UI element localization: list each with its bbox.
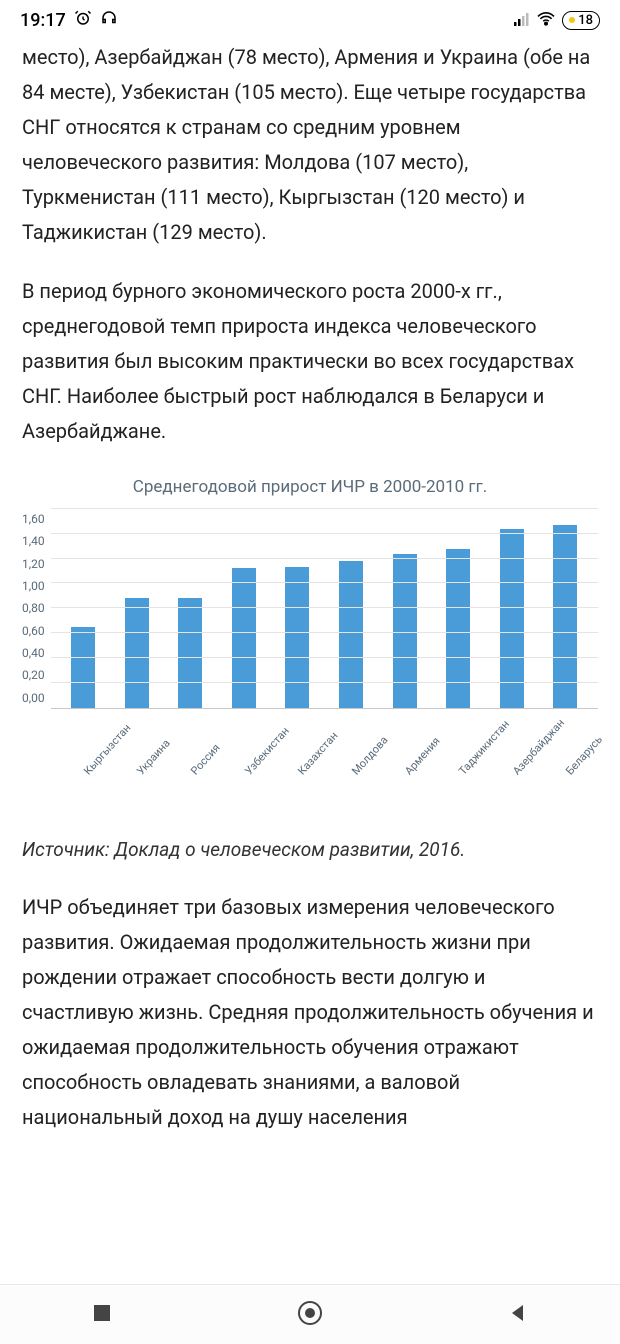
chart-plot: [51, 509, 598, 709]
bar-Узбекистан: [232, 568, 256, 707]
y-tick-label: 0,00: [22, 688, 45, 709]
wifi-icon: [536, 10, 556, 31]
y-tick-label: 1,40: [22, 531, 45, 552]
chart-title: Среднегодовой прирост ИЧР в 2000-2010 гг…: [22, 473, 598, 503]
chart-y-axis: 1,601,401,201,000,800,600,400,200,00: [22, 509, 51, 709]
bar-Кыргызстан: [71, 627, 95, 708]
alarm-icon: [74, 9, 92, 32]
bar-Армения: [393, 554, 417, 708]
status-left: 19:17: [20, 9, 118, 32]
gridline: [51, 533, 598, 534]
article-content: место), Азербайджан (78 место), Армения …: [0, 40, 620, 1135]
bar-Таджикистан: [446, 549, 470, 708]
x-tick-label: Украина: [132, 749, 194, 808]
y-tick-label: 1,60: [22, 509, 45, 530]
x-tick-label: Россия: [186, 749, 248, 808]
paragraph-3: ИЧР объединяет три базовых измерения чел…: [22, 890, 598, 1135]
battery-level: 18: [578, 13, 593, 28]
status-right: 18: [514, 10, 600, 31]
bar-Украина: [125, 598, 149, 707]
gridline: [51, 657, 598, 658]
bar-Россия: [178, 598, 202, 707]
gridline: [51, 682, 598, 683]
x-tick-label: Беларусь: [561, 749, 620, 808]
content-fade: [0, 1254, 620, 1284]
system-nav-bar: [0, 1284, 620, 1344]
recent-apps-button[interactable]: [92, 1303, 112, 1327]
y-tick-label: 1,00: [22, 576, 45, 597]
y-tick-label: 0,40: [22, 643, 45, 664]
chart-area: 1,601,401,201,000,800,600,400,200,00: [22, 509, 598, 739]
bar-Азербайджан: [500, 529, 524, 708]
paragraph-1: место), Азербайджан (78 место), Армения …: [22, 40, 598, 250]
home-button[interactable]: [296, 1299, 324, 1331]
y-tick-label: 1,20: [22, 554, 45, 575]
back-button[interactable]: [508, 1303, 528, 1327]
x-tick-label: Армения: [400, 749, 462, 808]
x-tick-label: Казахстан: [293, 749, 355, 808]
x-tick-label: Таджикистан: [454, 749, 516, 808]
hdi-growth-chart: Среднегодовой прирост ИЧР в 2000-2010 гг…: [18, 473, 602, 805]
gridline: [51, 508, 598, 509]
y-tick-label: 0,60: [22, 621, 45, 642]
bar-Беларусь: [553, 525, 577, 708]
gridline: [51, 607, 598, 608]
chart-x-axis: КыргызстанУкраинаРоссияУзбекистанКазахст…: [22, 743, 598, 805]
headphones-icon: [100, 9, 118, 32]
x-tick-label: Азербайджан: [507, 749, 569, 808]
x-tick-label: Узбекистан: [240, 749, 302, 808]
status-bar: 19:17 18: [0, 0, 620, 40]
chart-bars: [51, 509, 598, 708]
bar-Казахстан: [285, 567, 309, 708]
signal-icon: [514, 10, 530, 31]
y-tick-label: 0,20: [22, 665, 45, 686]
chart-source: Источник: Доклад о человеческом развитии…: [22, 833, 598, 866]
gridline: [51, 632, 598, 633]
status-time: 19:17: [20, 10, 66, 31]
x-tick-label: Молдова: [347, 749, 409, 808]
battery-indicator: 18: [562, 11, 600, 30]
x-tick-label: Кыргызстан: [79, 749, 141, 808]
gridline: [51, 558, 598, 559]
y-tick-label: 0,80: [22, 598, 45, 619]
gridline: [51, 582, 598, 583]
paragraph-2: В период бурного экономического роста 20…: [22, 274, 598, 449]
